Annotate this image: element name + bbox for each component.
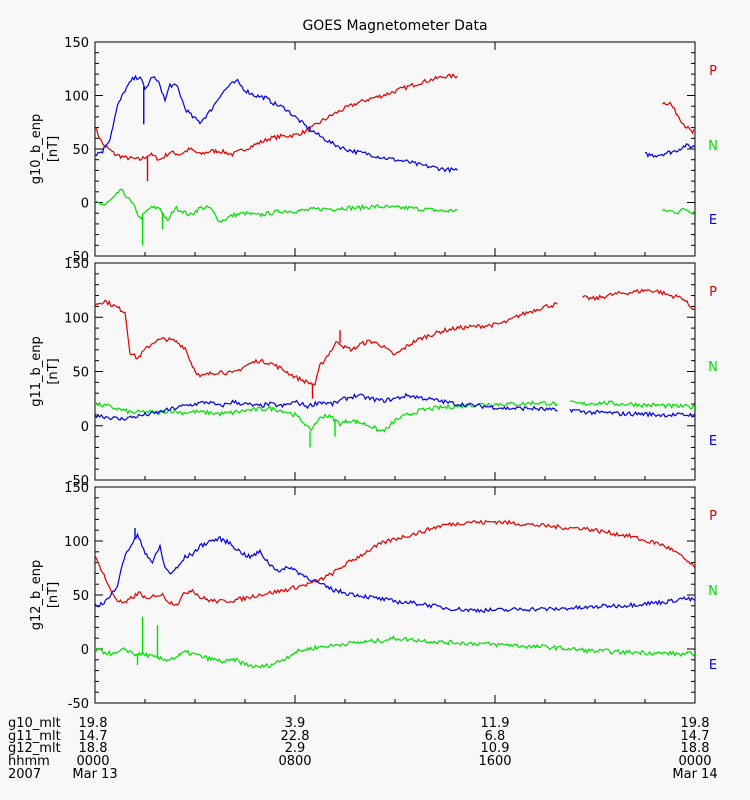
- y-tick-label: 50: [72, 143, 89, 158]
- x-label-row-name: g12_mlt: [8, 741, 61, 756]
- series-group: [95, 288, 695, 448]
- x-label-value: 0000: [678, 754, 711, 769]
- x-label-value: Mar 14: [672, 767, 717, 782]
- x-label-value: Mar 13: [72, 767, 117, 782]
- x-label-value: 1600: [478, 754, 511, 769]
- x-label-row-name: g10_mlt: [8, 716, 61, 731]
- x-label-value: 18.8: [681, 741, 710, 756]
- x-label-row-name: hhmm: [8, 754, 50, 769]
- x-label-value: 19.8: [79, 716, 108, 731]
- x-axis-labels: g10_mlt 19.8 3.9 11.9 19.8 g11_mlt 14.7 22.8 6.8…: [8, 716, 718, 782]
- series-N-line: [95, 635, 695, 669]
- legend-P: P: [709, 509, 717, 524]
- x-label-value: 6.8: [485, 729, 506, 744]
- series-N-line: [95, 188, 458, 223]
- y-tick-label: 50: [72, 589, 89, 604]
- x-label-value: 0800: [278, 754, 311, 769]
- series-group: [95, 73, 695, 246]
- y-tick-label: -50: [68, 697, 89, 712]
- y-tick-label: 100: [64, 535, 89, 550]
- legend-N: N: [708, 139, 718, 154]
- y-tick-label: 0: [81, 197, 89, 212]
- y-axis-label: g12_b_enp: [29, 560, 44, 631]
- legend-P: P: [709, 285, 717, 300]
- y-tick-label: -50: [68, 250, 89, 265]
- panel-3: -50 0 50 100 150 g12_b_enp [nT] P N E: [29, 481, 718, 712]
- series-E-line: [95, 392, 558, 421]
- panel-1: -50 0 50 100 150 g10_b_enp [nT] P N E: [29, 36, 718, 265]
- x-label-value: 19.8: [681, 716, 710, 731]
- x-label-value: 0000: [76, 754, 109, 769]
- y-tick-label: 0: [81, 643, 89, 658]
- y-tick-label: 150: [64, 257, 89, 272]
- series-P-line: [95, 73, 458, 161]
- series-P-line: [95, 519, 695, 606]
- legend-E: E: [709, 213, 717, 228]
- legend-E: E: [709, 434, 717, 449]
- series-E-line: [95, 532, 695, 614]
- legend-N: N: [708, 584, 718, 599]
- x-label-value: 11.9: [481, 716, 510, 731]
- x-label-row-name: 2007: [8, 767, 41, 782]
- y-tick-label: 0: [81, 420, 89, 435]
- x-label-value: 22.8: [281, 729, 310, 744]
- x-label-value: 2.9: [285, 741, 306, 756]
- series-P-line: [582, 288, 695, 311]
- y-tick-label: 150: [64, 36, 89, 51]
- x-label-value: 3.9: [285, 716, 306, 731]
- y-tick-label: 100: [64, 90, 89, 105]
- legend-E: E: [709, 658, 717, 673]
- legend-P: P: [709, 64, 717, 79]
- y-axis-label: g10_b_enp: [29, 114, 44, 185]
- y-tick-label: 100: [64, 311, 89, 326]
- y-axis-unit: [nT]: [46, 358, 61, 384]
- legend-N: N: [708, 360, 718, 375]
- y-axis-unit: [nT]: [46, 136, 61, 162]
- series-P-line: [662, 101, 695, 135]
- series-P-line: [95, 299, 558, 386]
- x-label-value: 10.9: [481, 741, 510, 756]
- y-tick-label: 150: [64, 481, 89, 496]
- series-group: [95, 519, 695, 669]
- x-label-value: 14.7: [681, 729, 710, 744]
- panel-2: -50 0 50 100 150 g11_b_enp [nT] P N E: [29, 257, 718, 489]
- chart-title: GOES Magnetometer Data: [302, 18, 487, 34]
- y-tick-label: 50: [72, 366, 89, 381]
- series-E-line: [644, 143, 695, 159]
- y-axis-label: g11_b_enp: [29, 336, 44, 407]
- series-E-line: [95, 74, 458, 174]
- y-tick-label: -50: [68, 474, 89, 489]
- y-axis-unit: [nT]: [46, 582, 61, 608]
- series-N-line: [662, 207, 695, 215]
- series-E-line: [569, 408, 695, 418]
- x-label-value: 18.8: [79, 741, 108, 756]
- series-N-line: [569, 400, 695, 410]
- x-label-row-name: g11_mlt: [8, 729, 61, 744]
- x-label-value: 14.7: [79, 729, 108, 744]
